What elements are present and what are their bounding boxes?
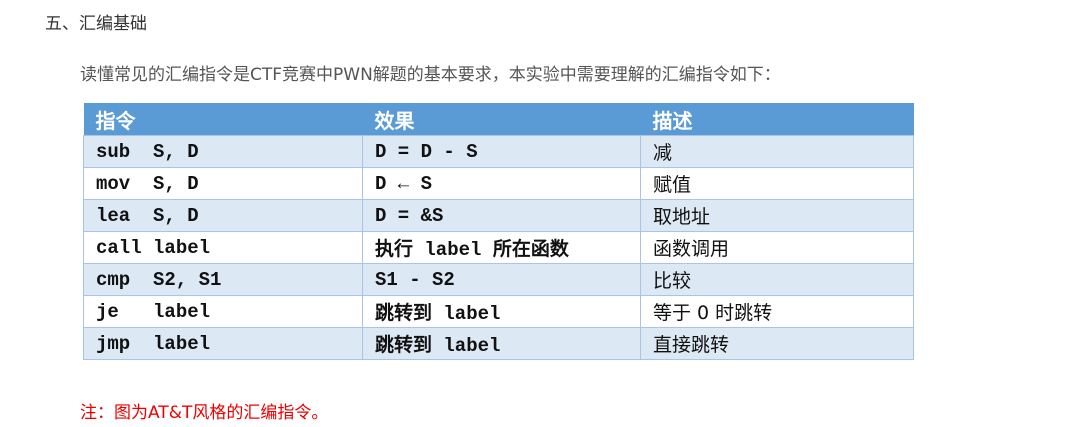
header-instruction: 指令 xyxy=(83,103,363,136)
cell-effect: D = D - S xyxy=(362,135,641,168)
table-row: jmp label 跳转到 label 直接跳转 xyxy=(83,327,914,360)
cell-description: 减 xyxy=(640,135,914,168)
cell-instruction: sub S, D xyxy=(83,135,363,168)
intro-paragraph: 读懂常见的汇编指令是CTF竞赛中PWN解题的基本要求，本实验中需要理解的汇编指令… xyxy=(80,65,781,85)
cell-effect: 执行 label 所在函数 xyxy=(362,231,641,264)
cell-description: 取地址 xyxy=(640,199,914,232)
cell-instruction: call label xyxy=(83,231,363,264)
cell-description: 等于 0 时跳转 xyxy=(640,295,914,328)
table-row: call label 执行 label 所在函数 函数调用 xyxy=(83,231,914,264)
section-heading: 五、汇编基础 xyxy=(45,14,147,34)
cell-instruction: jmp label xyxy=(83,327,363,360)
cell-effect: D = &S xyxy=(362,199,641,232)
cell-instruction: lea S, D xyxy=(83,199,363,232)
cell-description: 比较 xyxy=(640,263,914,296)
cell-description: 直接跳转 xyxy=(640,327,914,360)
table-header: 指令 效果 描述 xyxy=(83,103,914,136)
cell-description: 函数调用 xyxy=(640,231,914,264)
table-row: je label 跳转到 label 等于 0 时跳转 xyxy=(83,295,914,328)
header-effect: 效果 xyxy=(362,103,641,136)
cell-description: 赋值 xyxy=(640,167,914,200)
cell-instruction: mov S, D xyxy=(83,167,363,200)
cell-effect: S1 - S2 xyxy=(362,263,641,296)
header-description: 描述 xyxy=(640,103,914,136)
cell-effect: D ← S xyxy=(362,167,641,200)
cell-effect: 跳转到 label xyxy=(362,295,641,328)
cell-effect: 跳转到 label xyxy=(362,327,641,360)
cell-instruction: cmp S2, S1 xyxy=(83,263,363,296)
note-text: 注：图为AT&T风格的汇编指令。 xyxy=(80,403,329,423)
table-row: cmp S2, S1 S1 - S2 比较 xyxy=(83,263,914,296)
cell-instruction: je label xyxy=(83,295,363,328)
